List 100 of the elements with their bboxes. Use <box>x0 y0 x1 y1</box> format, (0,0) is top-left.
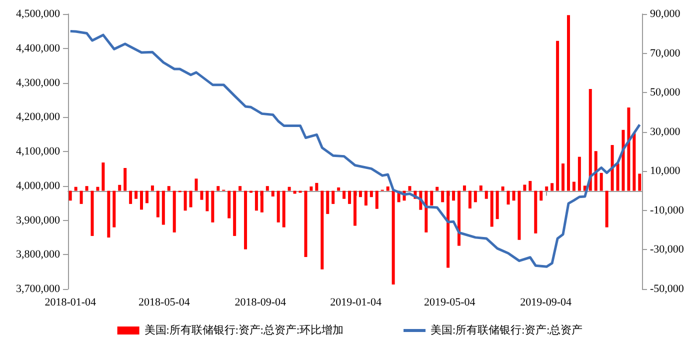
bar <box>326 190 330 214</box>
y-tick-label: 4,300,000 <box>16 76 60 89</box>
bar <box>332 190 335 204</box>
bar <box>408 186 412 191</box>
bar <box>238 186 242 191</box>
bar <box>167 186 170 191</box>
bar <box>627 108 630 191</box>
bar <box>540 190 543 201</box>
bar <box>616 163 620 191</box>
bar <box>184 190 187 211</box>
y-tick-label: 4,100,000 <box>16 146 60 158</box>
bar <box>254 190 258 211</box>
bar <box>288 186 291 191</box>
bar <box>96 186 100 191</box>
legend-label: 美国:所有联储银行:资产:总资产:环比增加 <box>144 324 344 336</box>
bar <box>638 174 642 191</box>
bar <box>206 190 209 212</box>
y2-tick-label: 90,000 <box>650 8 681 20</box>
legend-label: 美国:所有联储银行:资产:总资产 <box>430 324 583 336</box>
bar <box>211 190 214 222</box>
bar <box>162 190 165 225</box>
bar <box>518 190 521 240</box>
y2-tick-label: -10,000 <box>650 204 684 216</box>
bar <box>102 162 105 191</box>
bar <box>588 89 592 191</box>
bar <box>375 190 378 209</box>
y2-tick-label: 30,000 <box>650 126 681 138</box>
bar <box>90 190 94 236</box>
y-tick-label: 4,500,000 <box>16 8 60 20</box>
bar <box>386 186 390 191</box>
bar <box>134 190 138 199</box>
bar <box>632 133 636 191</box>
bar <box>484 190 488 199</box>
bar <box>320 190 324 270</box>
bar <box>572 182 576 191</box>
y-tick-label: 4,400,000 <box>16 42 60 54</box>
bar <box>348 190 352 204</box>
bar <box>622 130 625 191</box>
bar <box>490 190 494 227</box>
bar <box>276 190 280 222</box>
bar <box>156 190 160 218</box>
bar <box>118 184 122 191</box>
bar <box>189 190 192 208</box>
bar <box>80 190 83 204</box>
bar <box>523 184 526 191</box>
bar <box>452 190 456 201</box>
x-tick-label: 2018-05-04 <box>138 296 190 308</box>
bar <box>600 172 603 191</box>
bar <box>370 190 373 198</box>
bar <box>545 186 548 191</box>
bar <box>244 190 248 250</box>
bar <box>107 190 110 238</box>
y-tick-label: 4,000,000 <box>16 180 60 192</box>
bar <box>479 185 482 191</box>
bar <box>506 190 510 205</box>
bar <box>150 185 154 191</box>
y2-tick-label: 70,000 <box>650 47 681 60</box>
bar <box>354 190 356 226</box>
bar <box>566 15 570 191</box>
bar <box>528 180 532 191</box>
bar <box>342 190 346 199</box>
bar <box>216 186 220 191</box>
bar <box>74 186 78 191</box>
bar <box>430 190 434 206</box>
bar <box>271 190 274 196</box>
bar <box>462 185 466 191</box>
bar <box>534 190 538 234</box>
line-series <box>69 30 641 268</box>
bar <box>474 190 477 202</box>
y-tick-label: 3,800,000 <box>16 248 60 261</box>
bar <box>578 156 581 191</box>
bar <box>266 186 269 191</box>
bar <box>310 186 313 191</box>
bar <box>129 190 132 204</box>
bar <box>594 151 598 191</box>
bar <box>315 182 318 191</box>
bar <box>145 190 148 204</box>
bar <box>194 178 198 191</box>
bar <box>562 163 565 191</box>
bar <box>392 190 395 284</box>
bar <box>304 190 308 257</box>
bar <box>364 190 368 206</box>
x-tick-label: 2018-01-04 <box>44 296 97 308</box>
y-tick-label: 3,900,000 <box>16 214 60 226</box>
bar <box>468 190 472 208</box>
bar <box>68 190 72 201</box>
y2-tick-label: 50,000 <box>650 86 681 99</box>
bar <box>228 190 231 218</box>
bar <box>441 190 444 202</box>
bar <box>458 190 461 246</box>
bar <box>282 190 286 228</box>
y-tick-label: 4,200,000 <box>16 111 60 124</box>
bar <box>358 190 362 198</box>
bar <box>512 190 516 201</box>
y2-tick-label: -30,000 <box>650 244 684 256</box>
bar <box>424 190 428 232</box>
x-tick-label: 2019-01-04 <box>330 296 382 308</box>
bar <box>85 186 88 191</box>
bar <box>172 190 176 232</box>
bar <box>605 190 608 228</box>
